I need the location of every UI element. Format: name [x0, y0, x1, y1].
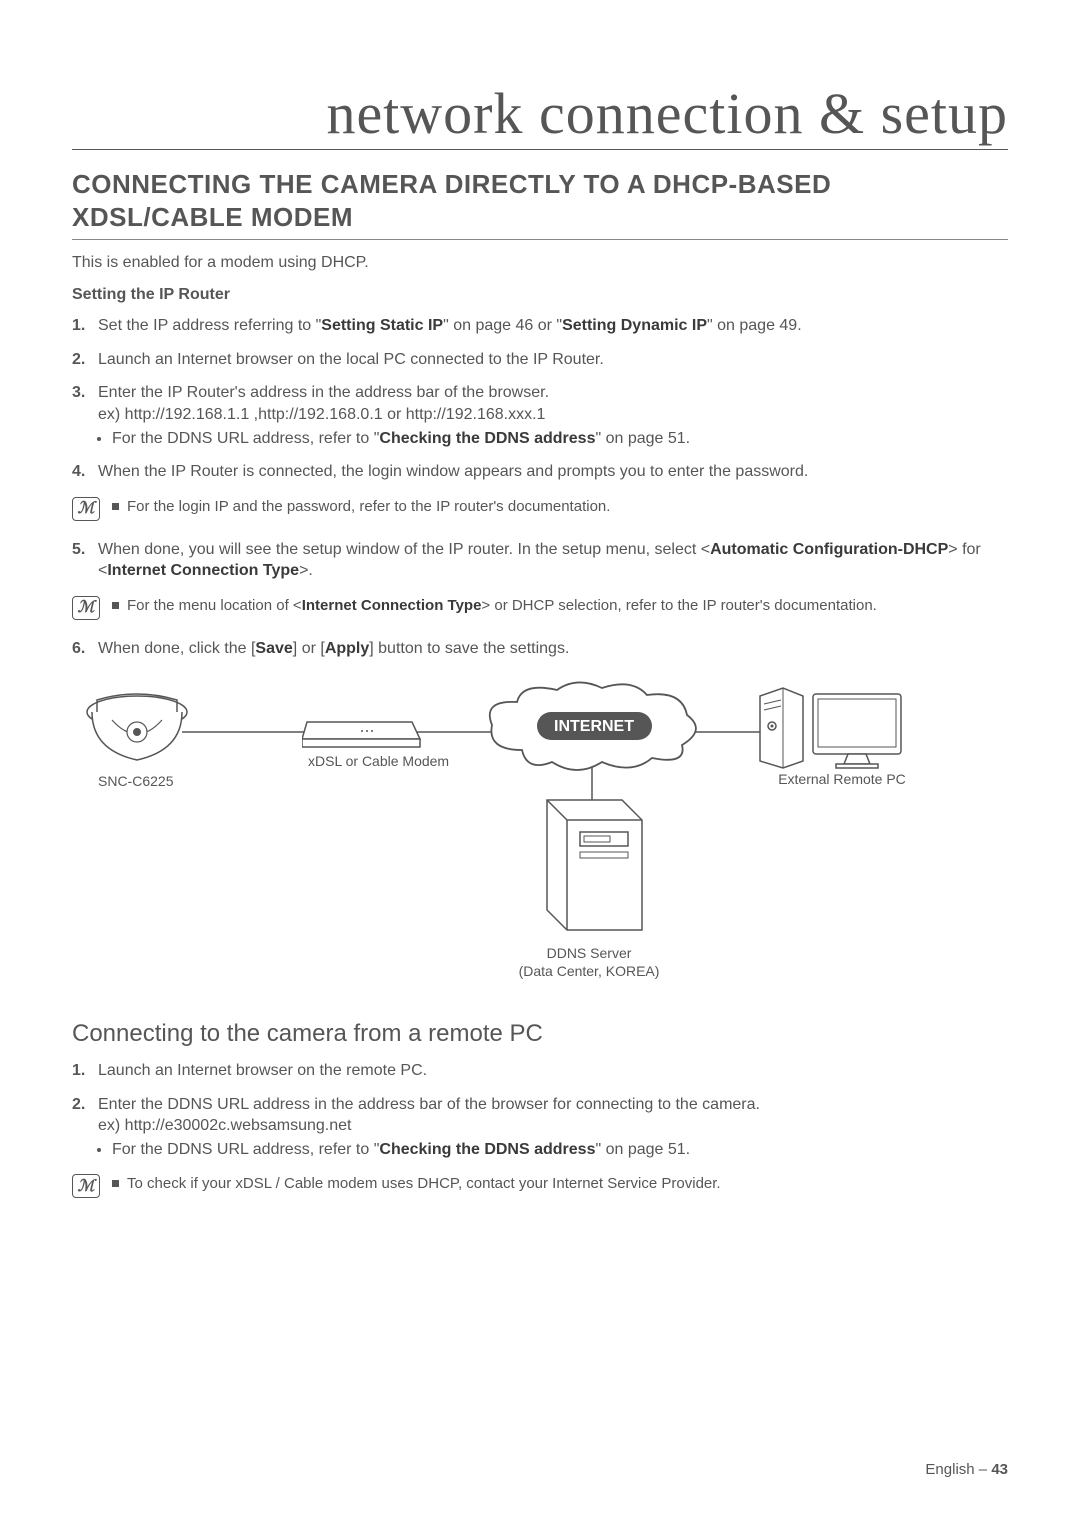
- server-label-2: (Data Center, KOREA): [504, 962, 674, 981]
- step-item: 1.Launch an Internet browser on the remo…: [98, 1060, 1008, 1082]
- server-label-1: DDNS Server: [504, 944, 674, 963]
- step-item: 2.Launch an Internet browser on the loca…: [98, 349, 1008, 371]
- step-text: When done, click the [Save] or [Apply] b…: [98, 640, 569, 657]
- step-item: 4.When the IP Router is connected, the l…: [98, 461, 1008, 483]
- step-number: 1.: [72, 315, 85, 337]
- section2-title: Connecting to the camera from a remote P…: [72, 1018, 1008, 1050]
- step-text: Enter the DDNS URL address in the addres…: [98, 1096, 760, 1135]
- camera-icon: [82, 690, 192, 777]
- step-text: Enter the IP Router's address in the add…: [98, 384, 549, 423]
- camera-label: SNC-C6225: [98, 772, 173, 791]
- note-text: For the menu location of <Internet Conne…: [112, 596, 877, 616]
- page-footer: English – 43: [925, 1461, 1008, 1478]
- svg-text:INTERNET: INTERNET: [554, 718, 634, 735]
- note-text: To check if your xDSL / Cable modem uses…: [112, 1174, 721, 1194]
- section-title: CONNECTING THE CAMERA DIRECTLY TO A DHCP…: [72, 168, 1008, 240]
- step-text: Launch an Internet browser on the remote…: [98, 1062, 427, 1079]
- step-number: 3.: [72, 382, 85, 404]
- step-item: 2.Enter the DDNS URL address in the addr…: [98, 1094, 1008, 1161]
- modem-label: xDSL or Cable Modem: [308, 752, 449, 771]
- step-number: 4.: [72, 461, 85, 483]
- step-text: When done, you will see the setup window…: [98, 541, 981, 580]
- intro-text: This is enabled for a modem using DHCP.: [72, 252, 1008, 274]
- step-text: When the IP Router is connected, the log…: [98, 463, 808, 480]
- note-text: For the login IP and the password, refer…: [112, 497, 610, 517]
- network-diagram: INTERNET: [72, 672, 1008, 1002]
- step-text: Set the IP address referring to "Setting…: [98, 317, 802, 334]
- step-number: 2.: [72, 349, 85, 371]
- step-number: 6.: [72, 638, 85, 660]
- ddns-server-icon: [502, 780, 672, 947]
- step-item: 6.When done, click the [Save] or [Apply]…: [98, 638, 1008, 660]
- pc-label: External Remote PC: [772, 770, 912, 789]
- step-item: 1.Set the IP address referring to "Setti…: [98, 315, 1008, 337]
- step-number: 5.: [72, 539, 85, 561]
- page-header: network connection & setup: [72, 80, 1008, 150]
- internet-cloud: INTERNET: [482, 680, 702, 787]
- step-text: Launch an Internet browser on the local …: [98, 351, 604, 368]
- step-number: 1.: [72, 1060, 85, 1082]
- step-item: 5.When done, you will see the setup wind…: [98, 539, 1008, 582]
- step-item: 3.Enter the IP Router's address in the a…: [98, 382, 1008, 449]
- subheading: Setting the IP Router: [72, 284, 1008, 306]
- note-icon: ℳ: [72, 497, 100, 521]
- step-bullet: For the DDNS URL address, refer to "Chec…: [112, 428, 1008, 450]
- note-icon: ℳ: [72, 596, 100, 620]
- note-icon: ℳ: [72, 1174, 100, 1198]
- step-bullet: For the DDNS URL address, refer to "Chec…: [112, 1139, 1008, 1161]
- remote-pc-icon: [758, 676, 908, 783]
- step-number: 2.: [72, 1094, 85, 1116]
